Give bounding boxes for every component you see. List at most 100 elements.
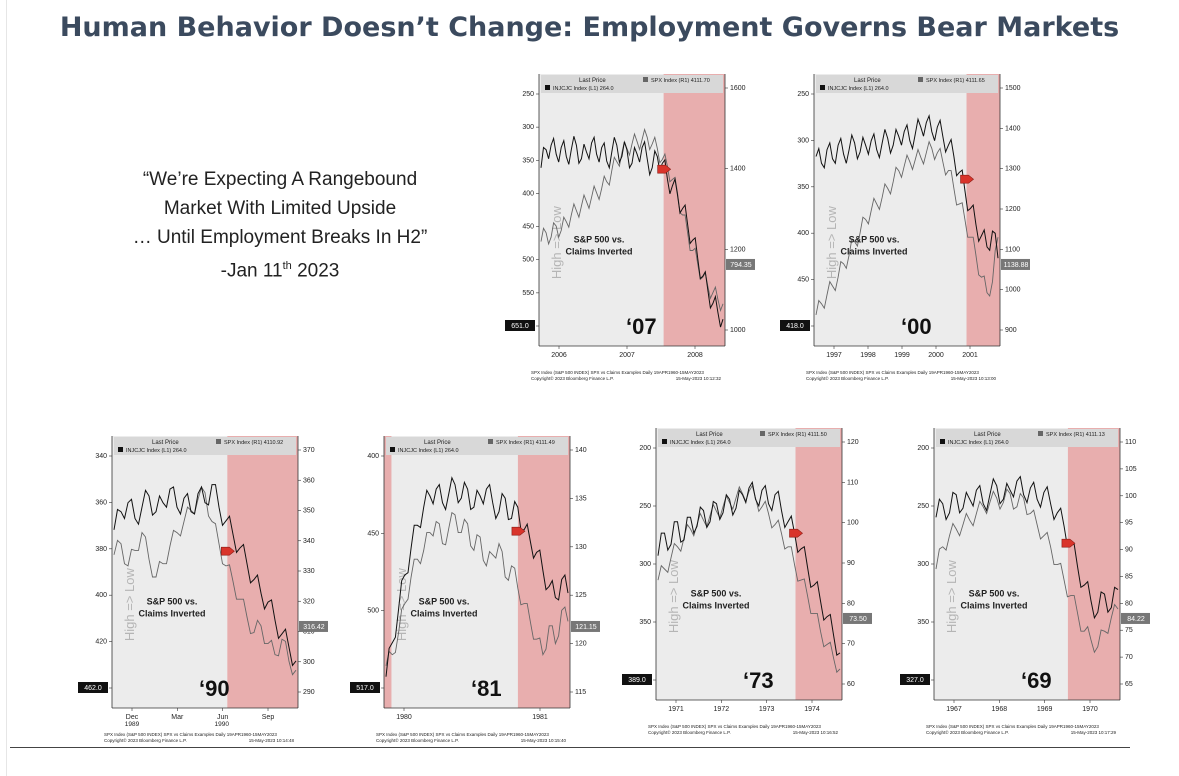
- right-tick-label: 370: [303, 447, 315, 454]
- legend-spx: SPX Index (R1) 4111.49: [496, 440, 555, 446]
- left-value-tag: [622, 674, 652, 685]
- era-label: ‘00: [901, 314, 932, 339]
- right-tick-label: 65: [1125, 681, 1133, 688]
- left-value-tag-text: 517.0: [356, 685, 374, 692]
- x-tick-label: 1968: [992, 706, 1008, 713]
- era-label: ‘90: [199, 676, 230, 701]
- legend-swatch-spx: [216, 439, 221, 444]
- right-tick-label: 900: [1005, 327, 1017, 334]
- annotation-line-2: Claims Inverted: [565, 247, 632, 257]
- x-tick-label: 2001: [962, 352, 978, 359]
- x-tick-label: 1967: [946, 706, 962, 713]
- era-label: ‘07: [626, 314, 657, 339]
- x-tick-label: 1974: [804, 706, 820, 713]
- bear-start-marker: [1061, 538, 1076, 548]
- y-axis-label: High => Low: [666, 560, 681, 634]
- legend-claims: INJCJC Index (L1) 264.0: [398, 448, 459, 454]
- right-tick-label: 95: [1125, 520, 1133, 527]
- legend-box: [816, 75, 998, 93]
- chart-footer-timestamp: 15-May-2023 10:13:00: [951, 376, 997, 381]
- right-tick-label: 290: [303, 689, 315, 696]
- right-tick-label: 1400: [1005, 125, 1021, 132]
- right-tick-label: 60: [847, 681, 855, 688]
- legend-swatch-claims: [545, 85, 550, 90]
- legend-swatch-claims: [820, 85, 825, 90]
- right-value-tag: [299, 620, 328, 632]
- bear-market-shade: [663, 74, 725, 346]
- right-value-tag-text: 84.22: [1127, 616, 1145, 623]
- legend-swatch-claims: [940, 439, 945, 444]
- legend-swatch-spx: [1038, 431, 1043, 436]
- bear-market-shade: [517, 436, 570, 708]
- x-tick-label: 2008: [687, 352, 703, 359]
- legend-header: Last Price: [696, 432, 723, 438]
- left-value-tag-text: 327.0: [906, 677, 924, 684]
- legend-claims: INJCJC Index (L1) 264.0: [948, 440, 1009, 446]
- right-tick-label: 1100: [1005, 246, 1020, 253]
- chart-footer-copyright: Copyright© 2023 Bloomberg Finance L.P.: [531, 375, 614, 381]
- chart-footer-source: SPX Index (S&P 500 INDEX) SPX vs Claims …: [531, 370, 704, 375]
- legend-swatch-spx: [760, 431, 765, 436]
- x-tick-label: 1969: [1037, 706, 1053, 713]
- claims-series-line: [385, 476, 569, 677]
- quote-date-prefix: -Jan 11: [220, 260, 283, 282]
- right-tick-label: 1600: [730, 85, 746, 92]
- annotation-line-1: S&P 500 vs.: [574, 235, 625, 245]
- left-tick-label: 500: [522, 257, 534, 264]
- chart-svg: Last Price INJCJC Index (L1) 264.0 SPX Ind…: [505, 74, 755, 381]
- right-value-tag: [571, 620, 600, 632]
- spx-series-line: [657, 484, 841, 674]
- x-tick-label: 1998: [860, 352, 876, 359]
- legend-box: [541, 75, 723, 93]
- legend-spx: SPX Index (R1) 4111.70: [651, 78, 710, 84]
- chart-svg: Last Price INJCJC Index (L1) 264.0 SPX Ind…: [350, 436, 600, 743]
- bear-market-shade: [966, 74, 1000, 346]
- left-tick-label: 250: [639, 503, 651, 510]
- x-tick-label: Mar: [171, 714, 184, 721]
- right-tick-label: 350: [303, 508, 315, 515]
- right-tick-label: 110: [847, 479, 858, 486]
- left-tick-label: 300: [797, 137, 809, 144]
- left-value-tag: [900, 674, 930, 685]
- right-value-tag-text: 121.15: [575, 624, 597, 631]
- annotation-line-1: S&P 500 vs.: [691, 589, 742, 599]
- right-tick-label: 135: [575, 495, 587, 502]
- annotation-line-2: Claims Inverted: [410, 609, 477, 619]
- right-tick-label: 80: [1125, 600, 1133, 607]
- legend-spx: SPX Index (R1) 4111.65: [926, 78, 985, 84]
- quote-line-2: Market With Limited Upside: [163, 198, 397, 219]
- legend-spx: SPX Index (R1) 4111.50: [768, 432, 827, 438]
- left-tick-label: 420: [95, 639, 107, 646]
- spx-series-line: [935, 488, 1119, 654]
- left-tick-label: 300: [522, 124, 534, 131]
- x-tick-label: Jun: [217, 714, 228, 721]
- legend-spx: SPX Index (R1) 4110.92: [224, 440, 283, 446]
- bear-start-marker: [960, 174, 975, 184]
- right-tick-label: 110: [1125, 439, 1136, 446]
- legend-box: [658, 429, 840, 447]
- quote-block: “We’re Expecting A Rangebound Market Wit…: [70, 165, 490, 285]
- right-tick-label: 1000: [1005, 287, 1021, 294]
- chart-footer-timestamp: 15-May-2023 10:17:29: [1071, 730, 1117, 735]
- legend-claims: INJCJC Index (L1) 264.0: [670, 440, 731, 446]
- quote-date-sup: th: [282, 260, 292, 272]
- right-tick-label: 80: [847, 600, 855, 607]
- chart-footer-source: SPX Index (S&P 500 INDEX) SPX vs Claims …: [648, 724, 821, 729]
- y-axis-label: High => Low: [394, 568, 409, 642]
- left-tick-label: 400: [522, 190, 534, 197]
- right-tick-label: 120: [575, 641, 587, 648]
- chart-panel-1981: Last Price INJCJC Index (L1) 264.0 SPX Ind…: [350, 430, 600, 750]
- x-tick-label: Sep: [262, 714, 275, 721]
- legend-spx: SPX Index (R1) 4111.13: [1046, 432, 1105, 438]
- legend-header: Last Price: [974, 432, 1001, 438]
- annotation-line-1: S&P 500 vs.: [849, 235, 900, 245]
- left-tick-label: 380: [95, 546, 107, 553]
- right-tick-label: 105: [1125, 466, 1137, 473]
- left-tick-label: 250: [522, 91, 534, 98]
- bear-start-marker: [511, 526, 526, 536]
- right-tick-label: 330: [303, 568, 315, 575]
- annotation-line-1: S&P 500 vs.: [969, 589, 1020, 599]
- spx-series-line: [540, 127, 724, 313]
- chart-svg: Last Price INJCJC Index (L1) 264.0 SPX Ind…: [622, 428, 872, 735]
- x-tick-label: 1972: [714, 706, 730, 713]
